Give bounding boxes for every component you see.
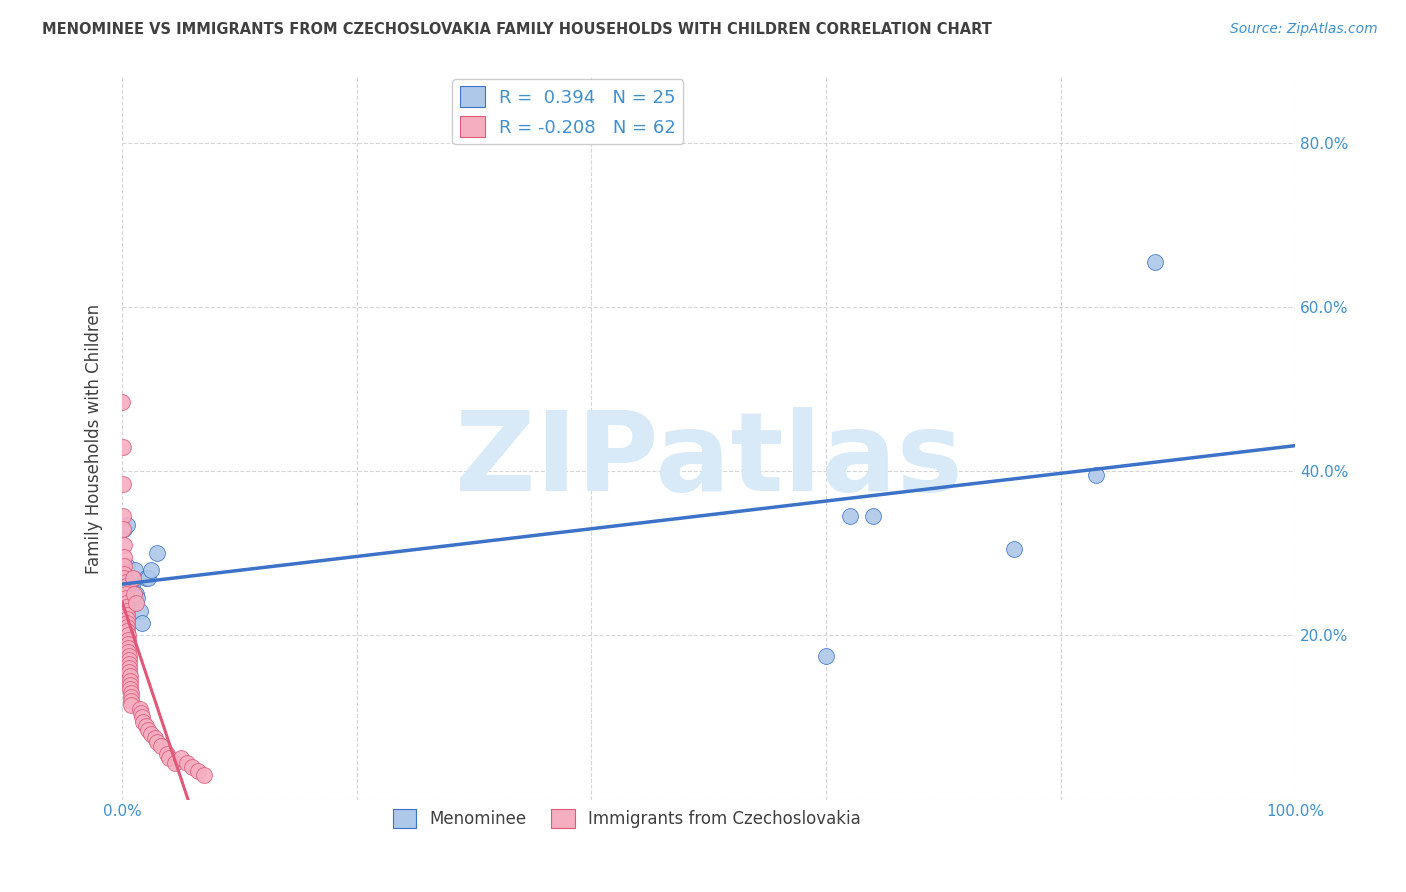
Point [118,591,141,606]
Point [122,587,145,601]
Point [121,571,143,585]
Point [132,714,155,729]
Point [120,698,142,713]
Point [1085,468,1108,483]
Point [114,583,136,598]
Point [118,657,141,672]
Point [134,571,156,585]
Point [120,669,142,683]
Point [115,517,138,532]
Point [120,583,142,598]
Point [120,690,142,704]
Point [118,665,141,680]
Point [120,694,142,708]
Point [181,760,204,774]
Point [112,566,135,581]
Point [128,604,150,618]
Point [146,546,169,560]
Point [112,571,135,585]
Text: ZIPatlas: ZIPatlas [456,407,963,514]
Point [136,571,159,585]
Point [120,678,142,692]
Point [114,599,136,614]
Point [146,735,169,749]
Point [117,640,139,655]
Point [136,723,159,737]
Point [117,637,139,651]
Point [112,440,135,454]
Point [117,575,139,590]
Point [117,632,139,647]
Point [122,571,145,585]
Point [121,575,143,590]
Point [163,756,186,770]
Point [118,661,141,675]
Point [187,764,209,778]
Point [149,739,172,754]
Point [124,563,146,577]
Point [131,710,153,724]
Point [115,624,138,639]
Point [156,747,179,762]
Point [111,394,134,409]
Point [1143,255,1166,269]
Point [120,686,142,700]
Text: MENOMINEE VS IMMIGRANTS FROM CZECHOSLOVAKIA FAMILY HOUSEHOLDS WITH CHILDREN CORR: MENOMINEE VS IMMIGRANTS FROM CZECHOSLOVA… [42,22,993,37]
Point [125,587,148,601]
Point [118,653,141,667]
Point [114,579,136,593]
Point [117,645,139,659]
Point [115,616,138,631]
Point [114,575,136,590]
Point [120,681,142,696]
Point [838,509,860,524]
Point [115,612,138,626]
Point [112,558,135,573]
Point [114,587,136,601]
Point [193,768,215,782]
Point [815,648,838,663]
Point [117,628,139,642]
Point [114,596,136,610]
Point [141,563,163,577]
Point [115,620,138,634]
Point [143,731,166,745]
Point [134,719,156,733]
Point [129,706,152,721]
Legend: Menominee, Immigrants from Czechoslovakia: Menominee, Immigrants from Czechoslovaki… [385,802,868,835]
Point [112,476,135,491]
Point [157,751,180,765]
Point [120,596,142,610]
Point [114,591,136,606]
Point [112,509,135,524]
Point [118,648,141,663]
Point [125,596,148,610]
Point [131,616,153,631]
Point [170,751,193,765]
Text: Source: ZipAtlas.com: Source: ZipAtlas.com [1230,22,1378,37]
Point [112,538,135,552]
Point [115,607,138,622]
Point [114,563,136,577]
Point [141,727,163,741]
Y-axis label: Family Households with Children: Family Households with Children [86,303,103,574]
Point [115,604,138,618]
Point [112,522,135,536]
Point [112,550,135,565]
Point [127,591,149,606]
Point [128,702,150,716]
Point [176,756,198,770]
Point [1002,542,1025,557]
Point [120,673,142,688]
Point [112,522,135,536]
Point [862,509,884,524]
Point [115,558,138,573]
